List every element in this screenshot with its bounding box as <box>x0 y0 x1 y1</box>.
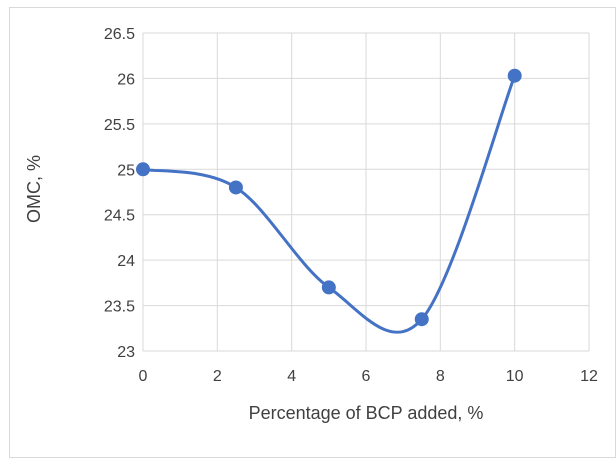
x-tick-label: 0 <box>139 368 148 385</box>
y-axis-title: OMC, % <box>24 155 44 223</box>
data-point <box>228 180 243 195</box>
x-tick-label: 4 <box>287 368 296 385</box>
x-tick-label: 10 <box>506 368 524 385</box>
chart-frame <box>9 7 616 458</box>
y-tick-label: 23.5 <box>104 299 135 316</box>
x-axis-title: Percentage of BCP added, % <box>249 403 484 423</box>
data-point <box>136 162 150 177</box>
data-point <box>507 68 522 83</box>
x-tick-label: 6 <box>362 368 371 385</box>
x-axis-tick-labels: 0 2 4 6 8 10 12 <box>139 368 598 385</box>
data-point <box>321 280 336 295</box>
data-point <box>414 312 429 327</box>
series-group <box>136 68 522 334</box>
series-line <box>141 74 517 334</box>
y-tick-label: 26.5 <box>104 26 135 43</box>
y-tick-label: 25.5 <box>104 117 135 134</box>
x-tick-label: 8 <box>436 368 445 385</box>
y-tick-label: 24.5 <box>104 208 135 225</box>
x-tick-label: 12 <box>580 368 598 385</box>
x-tick-label: 2 <box>213 368 222 385</box>
y-tick-label: 24 <box>117 253 135 270</box>
grid-lines <box>142 32 590 352</box>
y-tick-label: 26 <box>117 71 135 88</box>
y-tick-label: 23 <box>117 344 135 361</box>
y-axis-tick-labels: 23 23.5 24 24.5 25 25.5 26 26.5 <box>104 26 135 361</box>
y-tick-label: 25 <box>117 162 135 179</box>
